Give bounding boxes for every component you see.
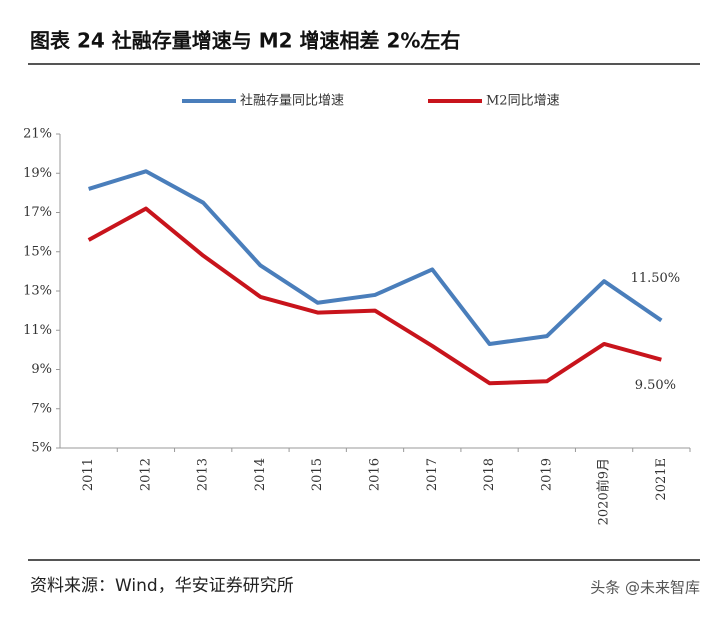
y-tick-label: 11% (23, 323, 52, 338)
x-tick-label: 2017 (425, 458, 440, 491)
series-line (87, 206, 662, 386)
chart-title: 图表 24 社融存量增速与 M2 增速相差 2%左右 (30, 29, 460, 53)
x-tick-label: 2014 (253, 458, 268, 491)
x-tick-label: 2021E (654, 458, 669, 501)
data-label: 9.50% (635, 378, 676, 393)
y-tick-label: 17% (23, 205, 52, 220)
y-tick-label: 13% (23, 284, 52, 299)
x-tick-label: 2018 (482, 458, 497, 491)
source: 资料来源：Wind，华安证券研究所 (30, 576, 294, 596)
x-tick-label: 2015 (310, 458, 325, 491)
data-label: 11.50% (631, 271, 681, 286)
x-tick-label: 2020前9月 (596, 458, 612, 525)
legend-label: 社融存量同比增速 (240, 93, 344, 109)
x-tick-label: 2016 (368, 458, 383, 491)
y-tick-label: 9% (31, 362, 52, 377)
x-tick-label: 2013 (196, 458, 211, 491)
y-tick-label: 15% (23, 244, 52, 259)
x-tick-label: 2012 (138, 458, 153, 491)
legend-label: M2同比增速 (486, 94, 560, 109)
x-tick-label: 2019 (539, 458, 554, 491)
watermark: 头条 @未来智库 (590, 579, 700, 597)
series-line (88, 169, 663, 346)
y-tick-label: 21% (23, 127, 52, 142)
y-tick-label: 5% (31, 441, 52, 456)
y-tick-label: 7% (31, 401, 52, 416)
y-tick-label: 19% (23, 166, 52, 181)
x-tick-label: 2011 (81, 458, 96, 491)
